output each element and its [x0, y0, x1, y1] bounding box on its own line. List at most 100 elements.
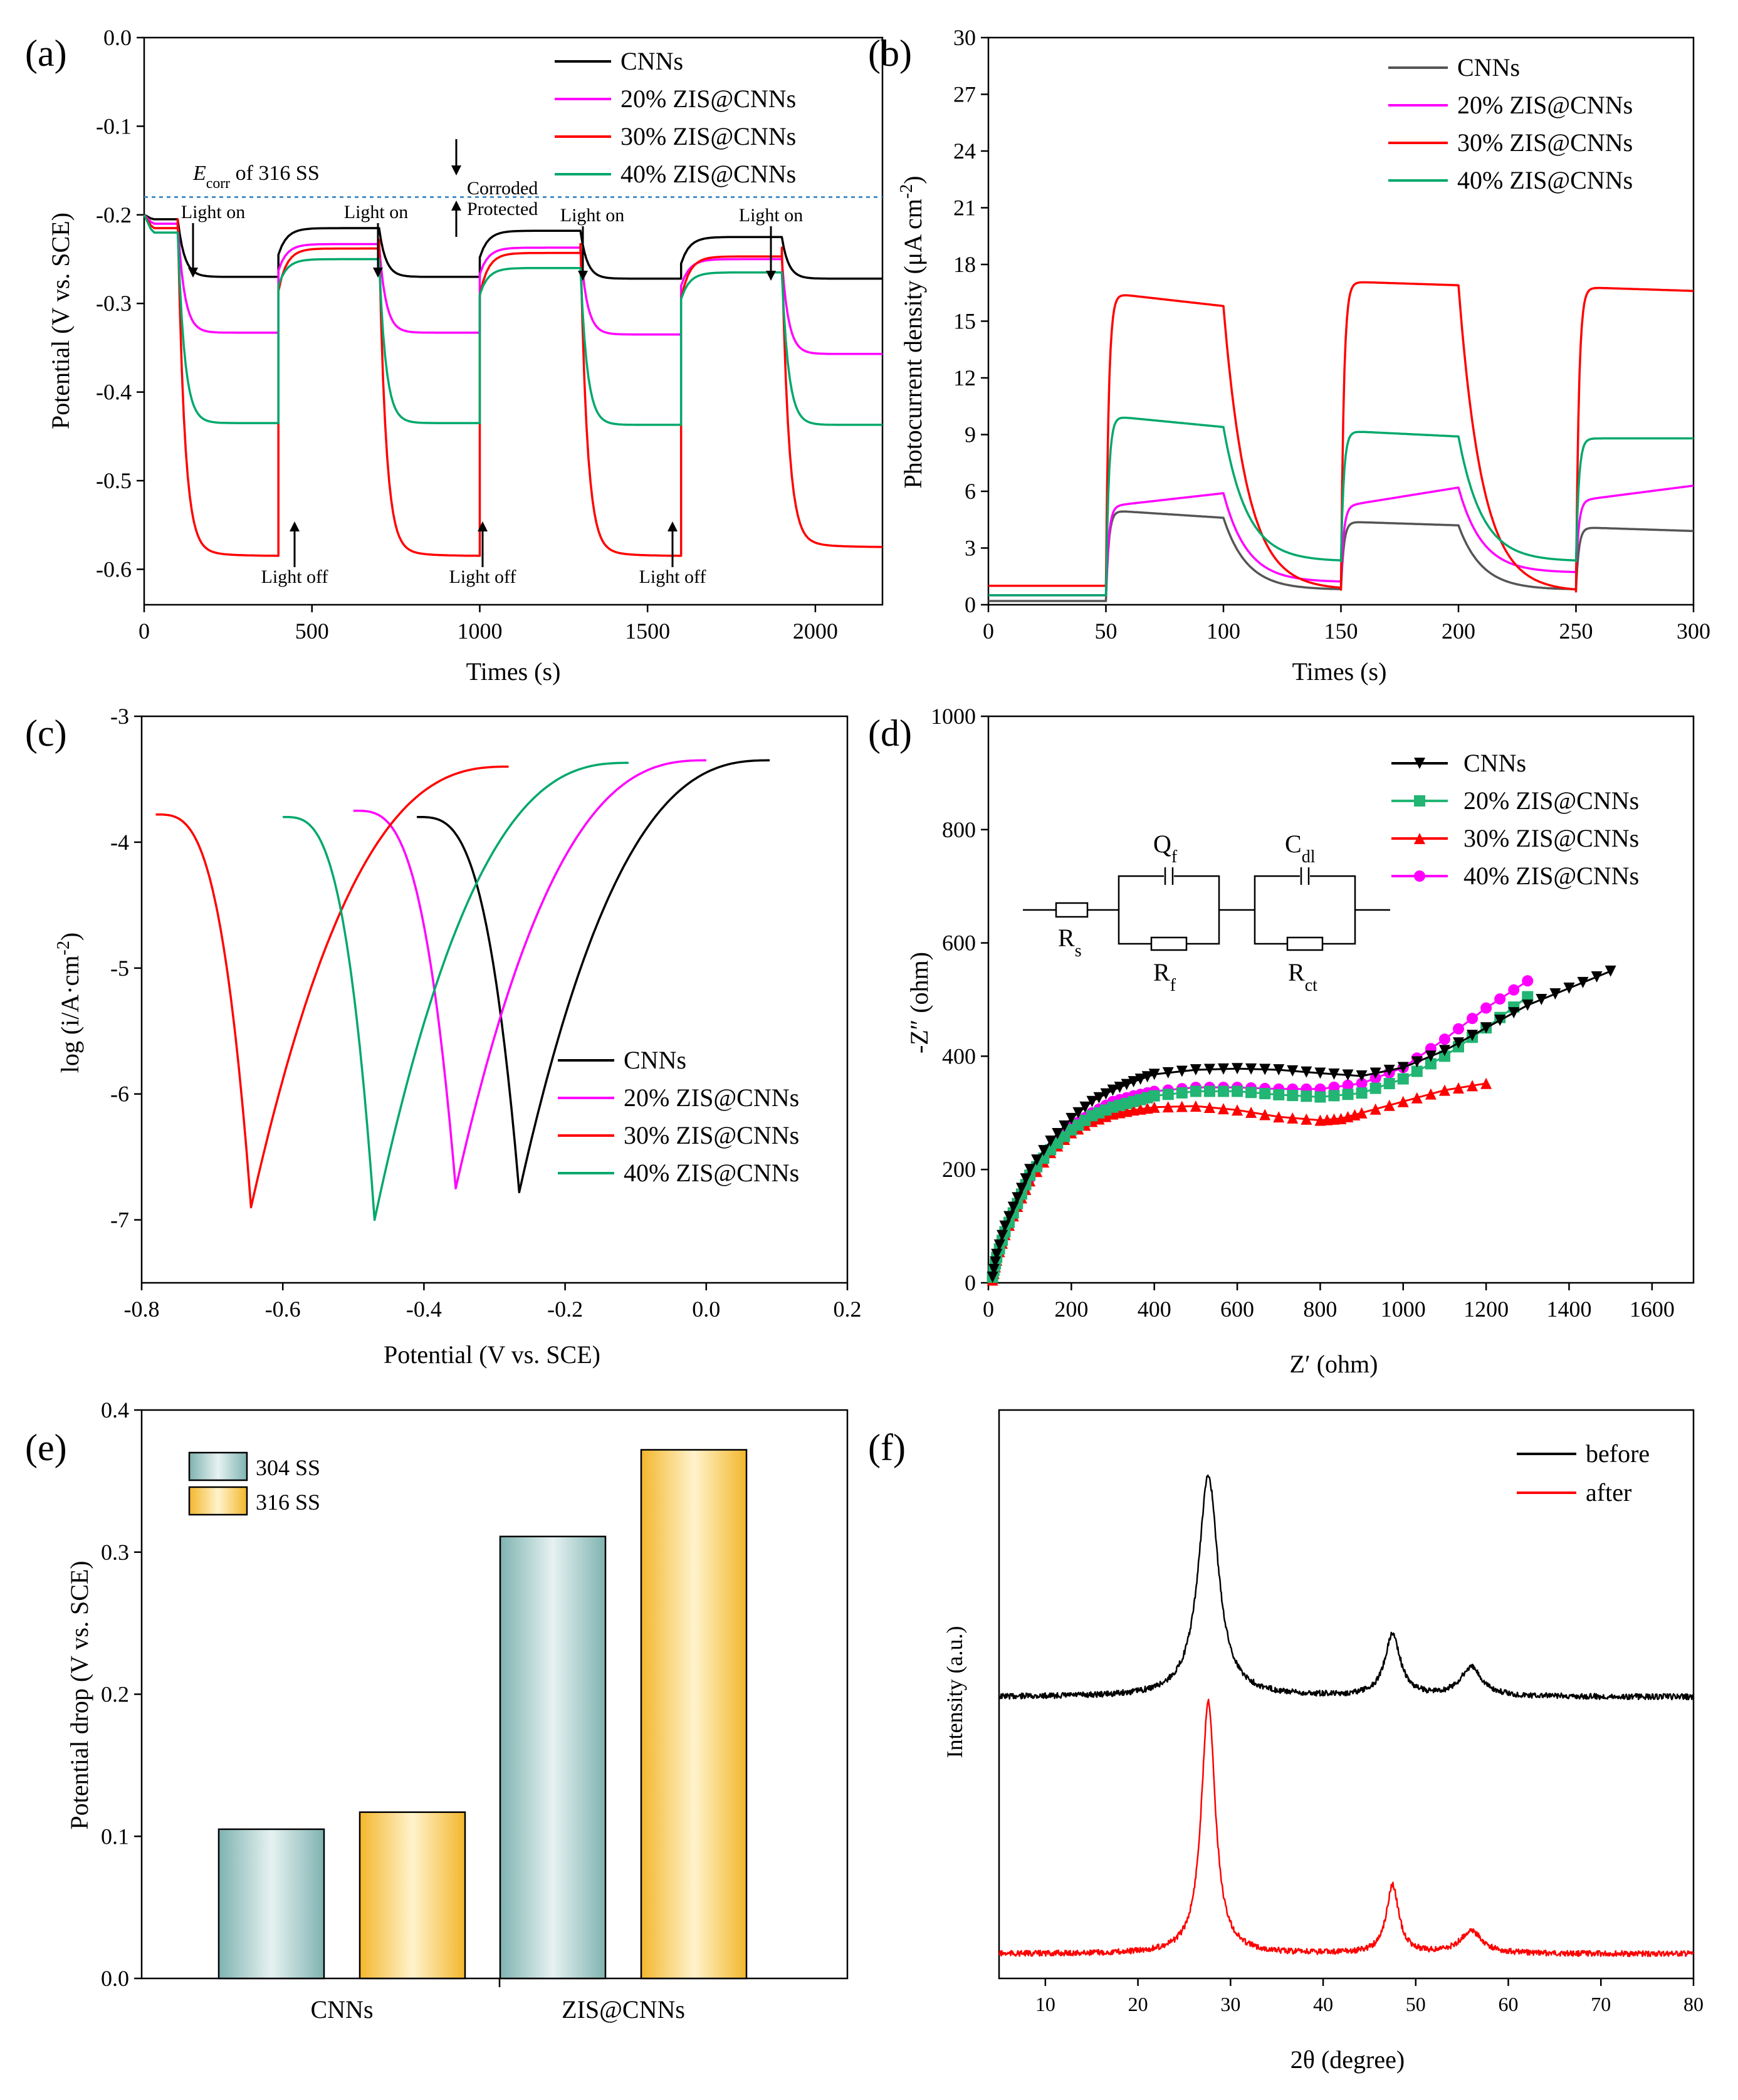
cap-gap — [1164, 874, 1174, 879]
x-axis-label-b: Times (s) — [1292, 657, 1387, 686]
x-tick-label: 500 — [295, 619, 329, 644]
marker-point — [1273, 1089, 1285, 1100]
marker-point — [1203, 1063, 1215, 1075]
marker-point — [1245, 1063, 1257, 1075]
legend-e-label: 304 SS — [256, 1455, 320, 1480]
x-category-label: ZIS@CNNs — [562, 1995, 685, 2024]
marker-point — [987, 1271, 998, 1283]
x-axis-label-f: 2θ (degree) — [1290, 2045, 1405, 2074]
y-tick-label: 24 — [953, 138, 976, 164]
marker-point — [1522, 1000, 1534, 1011]
panel-letter-b: (b) — [868, 33, 912, 74]
marker-point — [1480, 1077, 1492, 1089]
marker-point — [1065, 1112, 1077, 1124]
marker-point — [1218, 1063, 1229, 1075]
equivalent-circuit: Rs Qf Rf Cdl Rct — [1023, 830, 1390, 995]
marker-point — [1480, 1022, 1492, 1034]
marker-point — [1605, 965, 1616, 977]
light-off-label: Light off — [261, 567, 328, 587]
marker-point — [1301, 1066, 1312, 1078]
marker-point — [1356, 1107, 1368, 1119]
legend-c-label: 40% ZIS@CNNs — [624, 1159, 799, 1187]
marker-point — [1100, 1088, 1112, 1100]
label-qf: Qf — [1153, 830, 1178, 867]
y-tick-label: 0.4 — [101, 1397, 129, 1423]
panel-d: (d) 0 200 400 600 800 1000 1200 1400 1600 0 200 400 6… — [868, 704, 1695, 1378]
x-tick-label: 250 — [1559, 619, 1593, 644]
y-tick-label: -0.5 — [96, 468, 132, 493]
x-tick-label: 0 — [139, 619, 150, 644]
y-tick-label: 1000 — [931, 704, 976, 729]
marker-point — [1467, 1080, 1479, 1092]
legend-d-label: 30% ZIS@CNNs — [1463, 824, 1639, 852]
x-tick-label: 1500 — [625, 619, 670, 644]
panel-a: (a) 0 500 1000 1500 2000 0.0 -0.1 -0.2 -0.3 -0.4 -0… — [25, 25, 884, 686]
panel-letter-d: (d) — [868, 713, 912, 754]
light-on-label: Light on — [344, 202, 409, 222]
x-tick-label: 1000 — [457, 619, 502, 644]
legend-a-label: 20% ZIS@CNNs — [620, 85, 796, 113]
arrow-head — [451, 165, 461, 175]
x-tick-label: 50 — [1095, 619, 1118, 644]
marker-point — [1383, 1065, 1395, 1076]
y-tick-label: 0.0 — [101, 1966, 129, 1991]
marker-point — [1093, 1092, 1105, 1104]
protected-label: Protected — [467, 199, 538, 219]
marker-point — [1079, 1101, 1091, 1113]
y-tick-label: -0.6 — [96, 556, 132, 582]
x-tick-label: 300 — [1677, 619, 1710, 644]
marker-point — [1020, 1173, 1032, 1185]
y-tick-label: 27 — [953, 82, 976, 107]
marker-point — [1232, 1104, 1243, 1116]
bar-1 — [640, 1449, 748, 1980]
series-line-0 — [144, 214, 882, 280]
marker-point — [1114, 1082, 1126, 1094]
series-line-0 — [998, 1474, 1694, 1701]
arrow-head — [766, 271, 776, 281]
x-tick-label: -0.2 — [547, 1297, 583, 1322]
y-tick-label: -3 — [110, 704, 129, 729]
series-line-3 — [988, 416, 1694, 597]
marker-point — [1425, 1050, 1437, 1062]
marker-point — [1438, 1033, 1450, 1045]
marker-point — [1301, 1090, 1312, 1102]
series-line-2 — [143, 214, 883, 557]
y-tick-label: 600 — [942, 931, 976, 956]
legend-a-label: 30% ZIS@CNNs — [620, 122, 796, 150]
label-rs: Rs — [1058, 924, 1082, 961]
marker-point — [1259, 1063, 1271, 1075]
series-line-1 — [353, 759, 706, 1190]
marker-point — [1232, 1085, 1243, 1097]
resistor — [1286, 936, 1324, 951]
y-tick-label: -5 — [110, 956, 129, 981]
marker-point — [1414, 870, 1425, 882]
y-axis-label-f: Intensity (a.u.) — [942, 1626, 967, 1758]
marker-point — [1203, 1102, 1215, 1114]
legend-c-label: CNNs — [624, 1046, 686, 1074]
legend-d-label: 40% ZIS@CNNs — [1463, 862, 1639, 890]
x-tick-label: 800 — [1303, 1297, 1337, 1322]
marker-point — [1162, 1101, 1174, 1113]
x-tick-label: 200 — [1054, 1297, 1088, 1322]
panel-letter-c: (c) — [25, 713, 67, 754]
x-tick-label: -0.8 — [124, 1297, 160, 1322]
marker-point — [997, 1230, 1008, 1241]
y-tick-label: 6 — [965, 479, 976, 504]
y-tick-label: 0.3 — [101, 1540, 129, 1565]
bar-0 — [217, 1828, 325, 1980]
marker-point — [1328, 1090, 1340, 1102]
series-line-1 — [998, 1698, 1694, 1958]
x-tick-label: 1200 — [1463, 1297, 1509, 1322]
x-tick-label: 2000 — [793, 619, 838, 644]
y-tick-label: 30 — [953, 25, 976, 50]
marker-point — [1314, 1091, 1326, 1103]
marker-point — [1342, 1079, 1354, 1091]
x-axis-label-a: Times (s) — [466, 657, 561, 686]
light-on-label: Light on — [739, 205, 804, 226]
legend-e-label: 316 SS — [256, 1490, 320, 1515]
marker-point — [1369, 1103, 1381, 1115]
marker-point — [1259, 1088, 1271, 1100]
marker-point — [1273, 1111, 1285, 1123]
legend-d-label: 20% ZIS@CNNs — [1463, 786, 1639, 815]
marker-point — [990, 1256, 1002, 1268]
